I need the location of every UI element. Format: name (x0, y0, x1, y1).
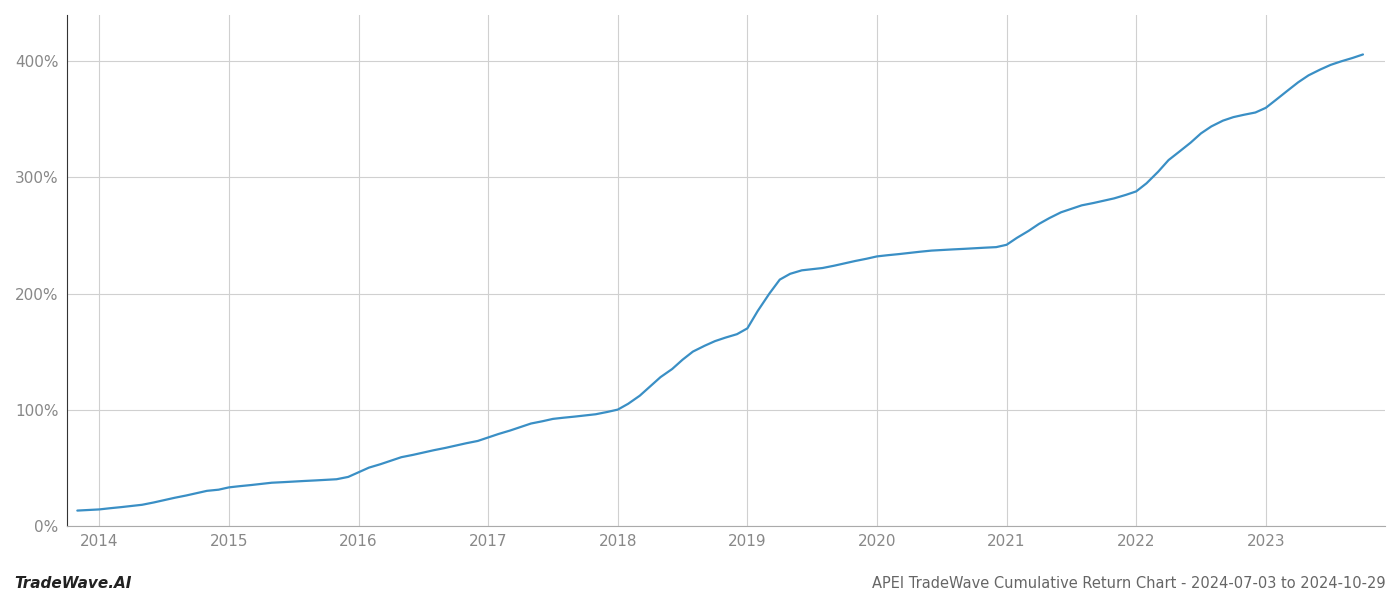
Text: TradeWave.AI: TradeWave.AI (14, 576, 132, 591)
Text: APEI TradeWave Cumulative Return Chart - 2024-07-03 to 2024-10-29: APEI TradeWave Cumulative Return Chart -… (872, 576, 1386, 591)
